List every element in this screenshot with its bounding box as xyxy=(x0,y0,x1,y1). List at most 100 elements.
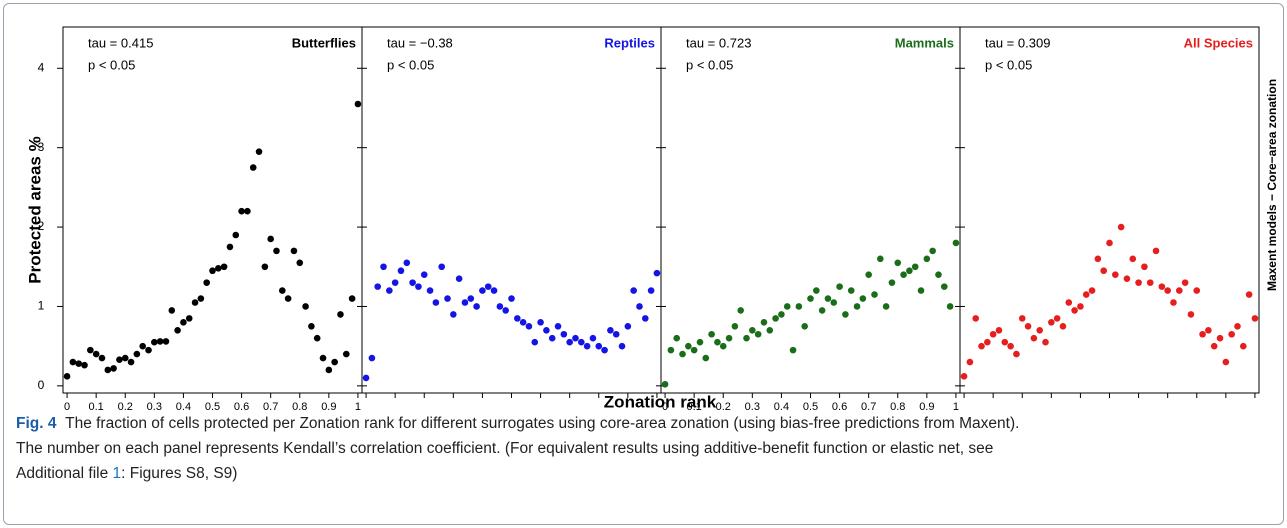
data-point xyxy=(1112,271,1119,279)
data-point xyxy=(1082,291,1090,298)
data-point xyxy=(302,303,309,310)
data-point xyxy=(818,307,826,314)
data-point xyxy=(162,338,170,345)
data-point xyxy=(473,303,480,310)
data-point xyxy=(174,326,181,334)
data-point xyxy=(702,354,710,362)
caption-text: : Figures S8, S9) xyxy=(121,465,238,482)
data-point xyxy=(1228,330,1235,338)
y-tick-label: 4 xyxy=(38,60,45,74)
data-point xyxy=(795,303,803,310)
chart: Protected areas % Zonation rank Maxent m… xyxy=(25,26,1279,410)
data-point xyxy=(279,287,286,294)
data-point xyxy=(836,283,843,290)
data-point xyxy=(203,279,210,286)
data-point xyxy=(749,326,756,334)
caption-link[interactable]: 1 xyxy=(112,465,122,482)
panel-title: Mammals xyxy=(895,35,954,50)
x-tick-label: 0.9 xyxy=(321,401,336,410)
data-point xyxy=(380,263,387,271)
data-point xyxy=(653,269,661,277)
annotation: tau = 0.415 xyxy=(88,35,153,50)
data-point xyxy=(1036,326,1043,334)
data-point xyxy=(1018,315,1026,322)
data-point xyxy=(273,247,280,255)
data-point xyxy=(548,334,556,342)
data-point xyxy=(496,303,504,310)
data-point xyxy=(87,346,94,354)
data-point xyxy=(455,275,463,282)
data-point xyxy=(1146,279,1154,286)
data-point xyxy=(1193,287,1201,294)
data-point xyxy=(888,279,896,286)
data-point xyxy=(685,342,692,350)
data-point xyxy=(139,342,146,350)
data-point xyxy=(911,263,919,271)
data-point xyxy=(255,148,263,155)
data-point xyxy=(1141,263,1148,271)
data-point xyxy=(1129,255,1137,263)
data-point xyxy=(607,326,614,334)
data-point xyxy=(966,358,974,366)
data-point xyxy=(612,330,620,338)
data-point xyxy=(917,287,925,294)
data-point xyxy=(290,247,298,255)
data-point xyxy=(331,358,338,366)
data-point xyxy=(238,207,245,215)
data-point xyxy=(116,356,123,363)
panel-title: All Species xyxy=(1184,35,1253,50)
data-point xyxy=(391,279,399,286)
data-point xyxy=(554,323,562,330)
data-point xyxy=(1007,342,1014,350)
panel-frame xyxy=(660,26,961,394)
x-tick-label: 0.5 xyxy=(205,401,220,410)
data-point xyxy=(673,334,681,342)
caption-text: The number on each panel represents Kend… xyxy=(16,440,994,457)
data-point xyxy=(467,295,475,302)
y-tick-label: 0 xyxy=(38,378,45,392)
data-point xyxy=(877,255,884,263)
data-point xyxy=(1158,283,1166,290)
x-tick-label: 0 xyxy=(64,401,70,410)
data-point xyxy=(578,338,585,346)
data-point xyxy=(180,319,187,326)
data-point xyxy=(226,243,234,251)
data-point xyxy=(737,307,744,314)
panel-frame xyxy=(959,26,1260,394)
caption-text: Additional file xyxy=(16,465,113,482)
data-point xyxy=(630,287,637,294)
caption: Fig. 4 The fraction of cells protected p… xyxy=(16,411,1276,486)
x-tick-label: 0.7 xyxy=(263,401,278,410)
data-point xyxy=(778,311,785,318)
data-point xyxy=(386,287,393,294)
data-point xyxy=(972,315,980,322)
data-point xyxy=(69,358,77,366)
data-point xyxy=(104,366,112,374)
data-point xyxy=(714,338,721,346)
x-tick-label: 0.9 xyxy=(919,401,934,410)
data-point xyxy=(232,231,240,239)
data-point xyxy=(984,338,991,346)
data-point xyxy=(444,295,451,302)
data-point xyxy=(348,295,356,302)
data-point xyxy=(842,311,849,318)
data-point xyxy=(801,323,808,330)
data-point xyxy=(325,366,333,374)
x-tick-label: 1 xyxy=(953,401,959,410)
data-point xyxy=(1100,267,1107,275)
data-point xyxy=(420,271,428,279)
data-point xyxy=(1239,342,1247,350)
data-point xyxy=(589,334,597,342)
data-point xyxy=(824,295,832,302)
data-point xyxy=(121,354,129,362)
data-point xyxy=(754,330,762,338)
data-point xyxy=(690,346,698,354)
y-tick-label: 3 xyxy=(38,140,45,154)
data-point xyxy=(1106,239,1113,247)
data-point xyxy=(572,334,579,342)
x-tick-label: 1 xyxy=(355,401,361,410)
data-point xyxy=(989,330,997,338)
data-point xyxy=(935,271,942,279)
data-point xyxy=(1123,275,1131,282)
data-point xyxy=(1234,323,1241,330)
